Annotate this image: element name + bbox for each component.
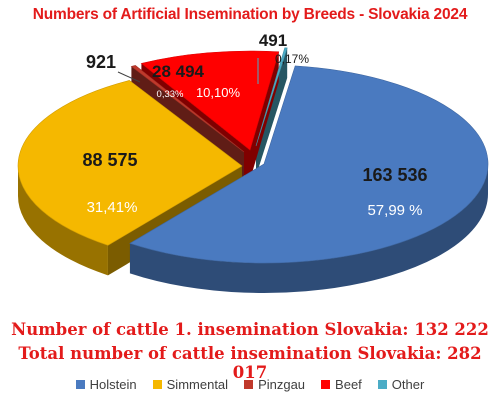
value-label-other: 491 <box>259 31 287 50</box>
chart-title: Numbers of Artificial Insemination by Br… <box>32 6 468 23</box>
legend-swatch-pinzgau <box>244 380 254 389</box>
legend-label-other: Other <box>391 377 425 392</box>
legend-item-simmental: Simmental <box>152 377 229 392</box>
slice-pinzgau <box>130 65 245 153</box>
slice-holstein <box>129 65 489 264</box>
slice-side-holstein <box>129 164 489 294</box>
percent-label-pinzgau: 0,33% <box>157 89 184 100</box>
legend-item-holstein: Holstein <box>75 377 137 392</box>
percent-label-beef: 10,10% <box>196 85 241 100</box>
leader-line-pinzgau <box>117 71 141 83</box>
slice-beef <box>140 50 280 151</box>
legend-label-simmental: Simmental <box>166 377 229 392</box>
legend-item-other: Other <box>377 377 425 392</box>
slice-edge-beef-1 <box>250 51 279 181</box>
value-label-pinzgau: 921 <box>86 52 116 72</box>
legend-item-beef: Beef <box>321 377 362 392</box>
legend-label-beef: Beef <box>335 377 362 392</box>
percent-label-other: 0,17% <box>275 52 309 66</box>
value-label-holstein: 163 536 <box>362 165 427 185</box>
legend-swatch-simmental <box>152 380 162 389</box>
first-insemination-note: Number of cattle 1. insemination Slovaki… <box>11 320 489 339</box>
slice-side-simmental <box>18 166 108 276</box>
percent-label-holstein: 57,99 % <box>367 202 422 219</box>
legend-label-pinzgau: Pinzgau <box>258 377 306 392</box>
percent-label-simmental: 31,41% <box>87 199 138 216</box>
value-label-beef: 28 494 <box>152 62 205 81</box>
total-insemination-note: Total number of cattle insemination Slov… <box>18 344 482 382</box>
legend-item-pinzgau: Pinzgau <box>244 377 305 392</box>
slice-other <box>255 47 288 147</box>
value-label-simmental: 88 575 <box>82 150 137 170</box>
legend: Holstein Simmental Pinzgau Beef Other <box>0 377 500 392</box>
slice-simmental <box>17 80 243 246</box>
legend-swatch-other <box>377 380 387 389</box>
legend-swatch-holstein <box>75 380 85 389</box>
legend-swatch-beef <box>321 380 331 389</box>
legend-label-holstein: Holstein <box>89 377 137 392</box>
pie-chart: 163 536 57,99 % 88 575 31,41% 921 0,33% 28 494… <box>17 31 489 294</box>
